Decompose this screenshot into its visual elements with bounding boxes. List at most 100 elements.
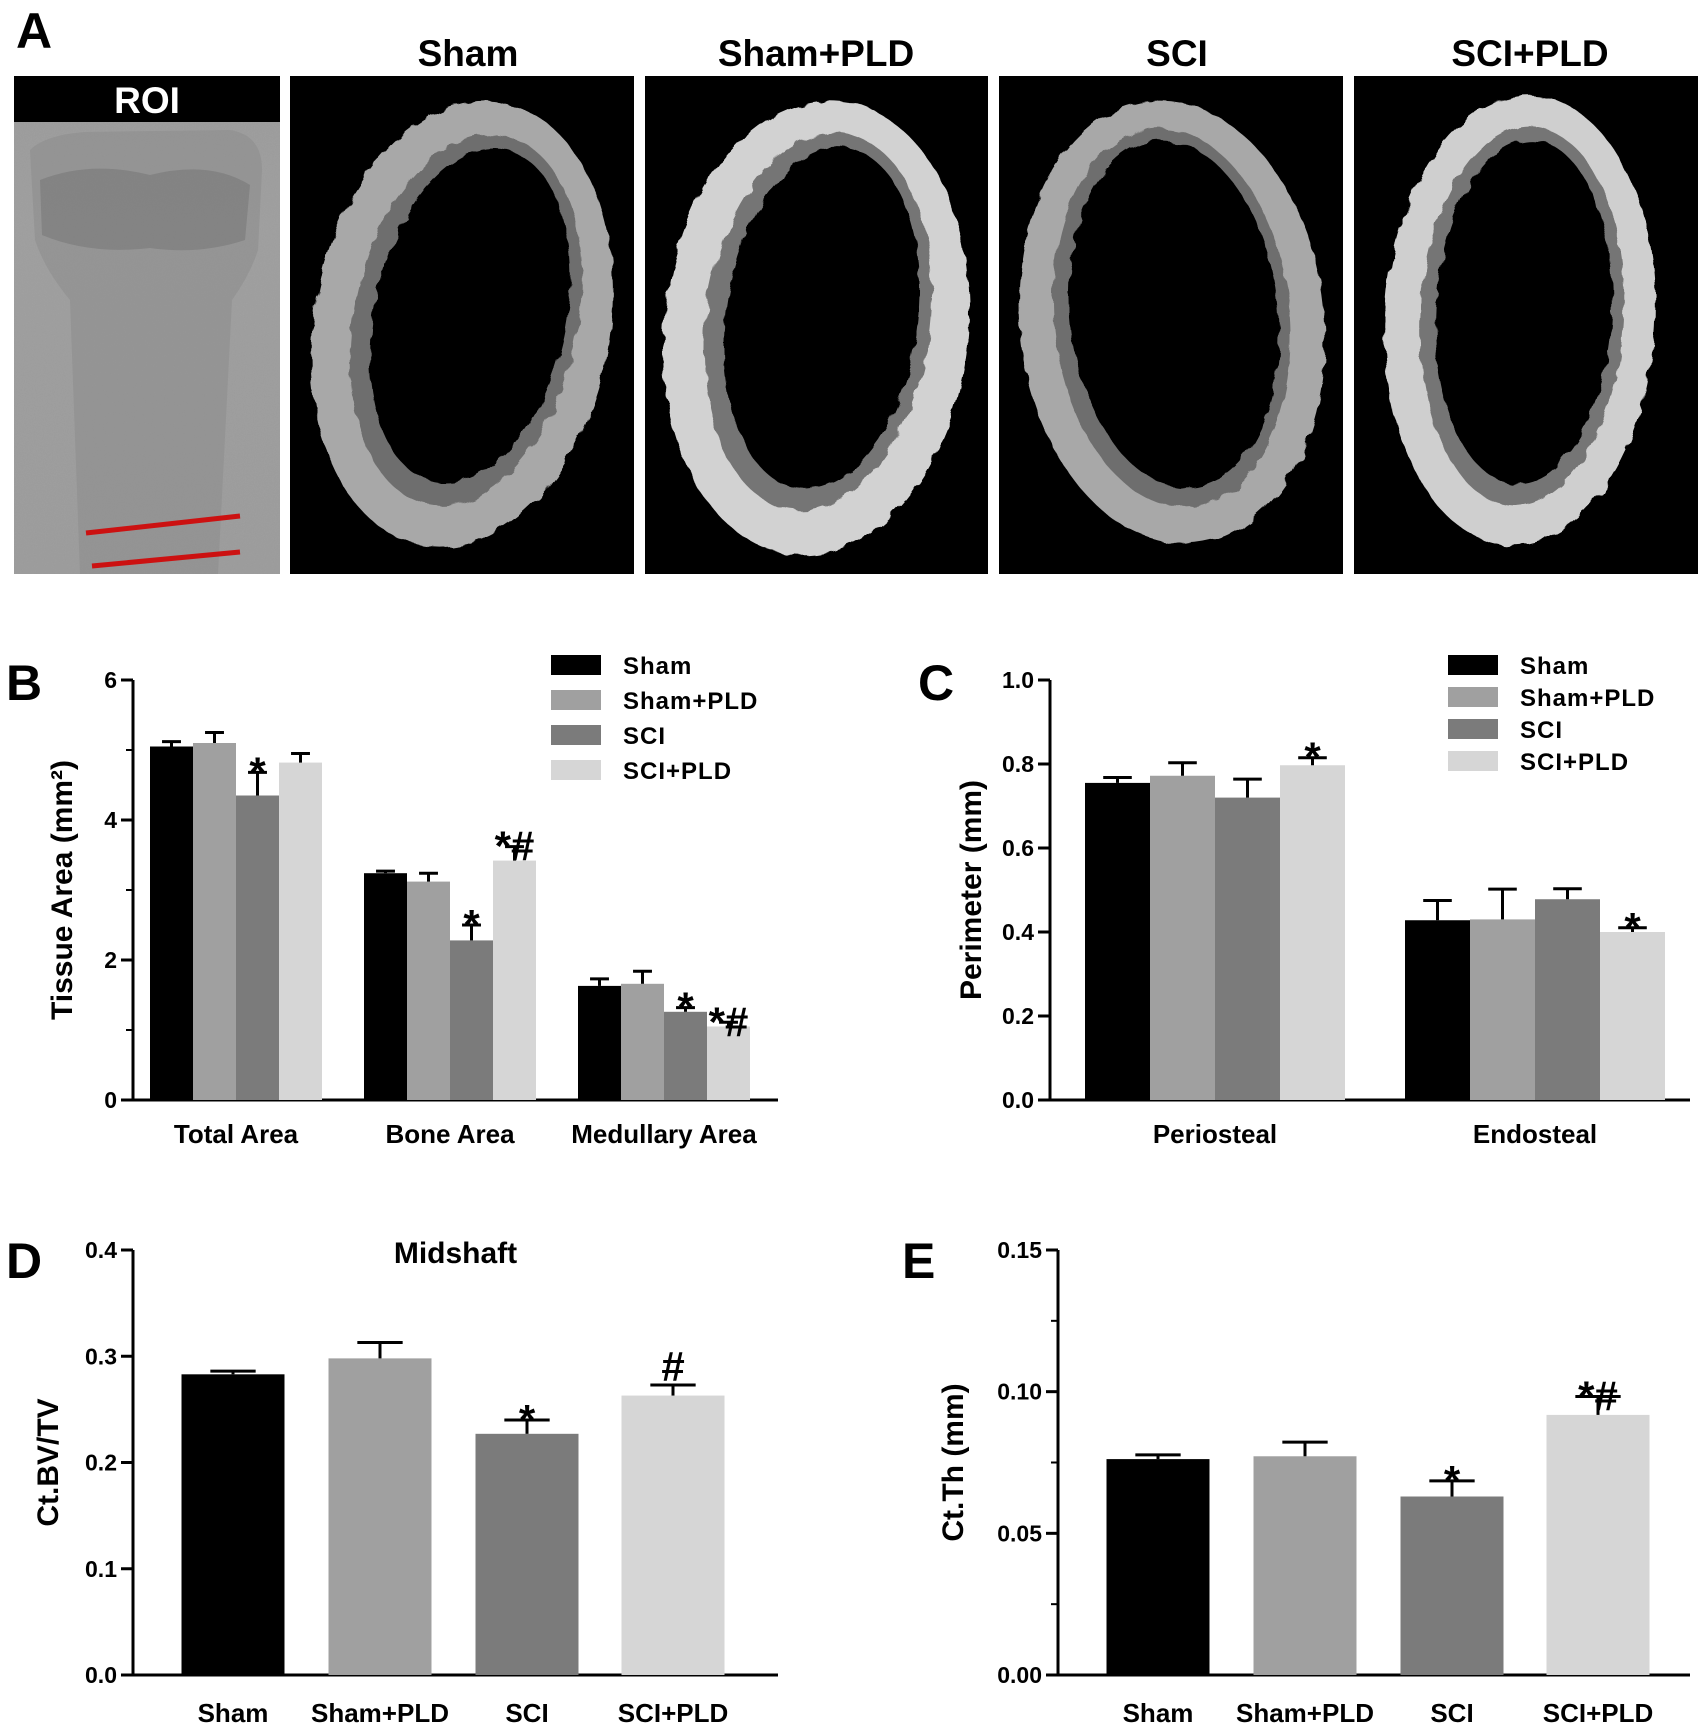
bar bbox=[1405, 920, 1470, 1100]
y-tick-label: 0.2 bbox=[85, 1450, 117, 1476]
category-label: Total Area bbox=[174, 1119, 299, 1149]
bar bbox=[493, 860, 536, 1100]
y-tick-label: 0.4 bbox=[85, 1237, 117, 1263]
y-tick-label: 0.4 bbox=[1002, 919, 1034, 945]
y-tick-label: 0.15 bbox=[997, 1237, 1042, 1263]
significance-label: *# bbox=[495, 823, 535, 870]
bar bbox=[1546, 1414, 1650, 1675]
cross-section-sham: Sham bbox=[290, 33, 634, 574]
y-tick-label: 0.6 bbox=[1002, 835, 1034, 861]
bar bbox=[328, 1358, 432, 1675]
category-label: Sham+PLD bbox=[1236, 1698, 1374, 1725]
roi-upper-line bbox=[85, 513, 241, 536]
significance-label: *# bbox=[709, 998, 749, 1045]
bar bbox=[407, 881, 450, 1100]
significance-label: * bbox=[1304, 734, 1321, 781]
legend-swatch bbox=[551, 690, 601, 710]
category-label: Sham+PLD bbox=[311, 1698, 449, 1725]
legend-swatch bbox=[1448, 687, 1498, 707]
legend-swatch bbox=[551, 725, 601, 745]
legend-swatch bbox=[551, 760, 601, 780]
significance-label: * bbox=[249, 748, 266, 795]
legend-label: SCI+PLD bbox=[1520, 749, 1629, 776]
y-tick-label: 0 bbox=[104, 1087, 117, 1113]
category-label: Bone Area bbox=[385, 1119, 515, 1149]
significance-label: * bbox=[1624, 904, 1641, 951]
category-label: SCI+PLD bbox=[1543, 1698, 1654, 1725]
y-tick-label: 0.05 bbox=[997, 1520, 1042, 1546]
bar bbox=[1470, 919, 1535, 1100]
y-axis-label: Ct.BV/TV bbox=[32, 1398, 65, 1526]
chart-title: Midshaft bbox=[394, 1237, 517, 1270]
bar bbox=[181, 1374, 285, 1675]
legend-label: SCI bbox=[623, 723, 666, 750]
significance-label: * bbox=[519, 1396, 536, 1443]
legend-label: Sham bbox=[623, 653, 692, 680]
category-label: SCI bbox=[1430, 1698, 1473, 1725]
significance-label: # bbox=[661, 1343, 684, 1390]
y-tick-label: 2 bbox=[104, 947, 117, 973]
y-tick-label: 6 bbox=[104, 667, 117, 693]
cross-section-sham-pld: Sham+PLD bbox=[645, 33, 988, 574]
y-axis-label: Perimeter (mm) bbox=[955, 780, 988, 1000]
cross-section-sci-pld: SCI+PLD bbox=[1354, 33, 1698, 574]
bar bbox=[1600, 932, 1665, 1100]
bar bbox=[1215, 797, 1280, 1100]
y-axis-label: Ct.Th (mm) bbox=[937, 1383, 970, 1541]
significance-label: * bbox=[463, 901, 480, 948]
bar bbox=[450, 940, 493, 1100]
category-label: Endosteal bbox=[1473, 1119, 1597, 1149]
bar bbox=[150, 746, 193, 1100]
legend-label: Sham+PLD bbox=[1520, 685, 1655, 712]
cross-section-sci: SCI bbox=[999, 33, 1343, 574]
roi-lower-line bbox=[91, 549, 241, 569]
chart-d: 0.0 0.1 0.2 0.3 0.4 D Ct.BV/TV Sham Sham+PLD * SCI… bbox=[6, 1233, 778, 1725]
y-tick-label: 0.8 bbox=[1002, 751, 1034, 777]
bar bbox=[475, 1433, 579, 1675]
legend-label: Sham+PLD bbox=[623, 688, 758, 715]
y-tick-label: 1.0 bbox=[1002, 667, 1034, 693]
chart-c: 0.0 0.2 0.4 0.6 0.8 1.0 C Perimeter (mm) * Perios… bbox=[918, 653, 1690, 1149]
bar bbox=[1085, 782, 1150, 1100]
panel-letter-a: A bbox=[16, 3, 52, 59]
bar bbox=[664, 1011, 707, 1100]
y-tick-label: 0.0 bbox=[85, 1662, 117, 1688]
img-title-sci: SCI bbox=[1146, 33, 1208, 74]
roi-label: ROI bbox=[114, 80, 180, 121]
panel-letter: D bbox=[6, 1233, 42, 1289]
bar bbox=[236, 795, 279, 1100]
category-label: SCI+PLD bbox=[618, 1698, 729, 1725]
category-label: Sham bbox=[198, 1698, 269, 1725]
bar bbox=[1150, 775, 1215, 1100]
legend-label: SCI bbox=[1520, 717, 1563, 744]
y-tick-label: 0.10 bbox=[997, 1379, 1042, 1405]
bar bbox=[578, 985, 621, 1100]
panel-a: A ROI Sham Sham+PLD bbox=[14, 3, 1698, 574]
chart-e: 0.00 0.05 0.10 0.15 E Ct.Th (mm) Sham Sham+PLD *… bbox=[902, 1233, 1690, 1725]
bar bbox=[1280, 765, 1345, 1100]
legend-swatch bbox=[1448, 655, 1498, 675]
bar bbox=[707, 1026, 750, 1100]
y-tick-label: 0.0 bbox=[1002, 1087, 1034, 1113]
bar bbox=[621, 983, 664, 1100]
bar bbox=[1400, 1496, 1504, 1675]
bar bbox=[1535, 899, 1600, 1100]
img-title-sham-pld: Sham+PLD bbox=[718, 33, 914, 74]
roi-image: ROI bbox=[14, 76, 280, 574]
category-label: Medullary Area bbox=[571, 1119, 757, 1149]
bar bbox=[1253, 1456, 1357, 1675]
legend-label: SCI+PLD bbox=[623, 758, 732, 785]
legend-swatch bbox=[1448, 719, 1498, 739]
y-tick-label: 0.00 bbox=[997, 1662, 1042, 1688]
bar bbox=[621, 1395, 725, 1675]
significance-label: *# bbox=[1578, 1372, 1618, 1419]
y-axis-label: Tissue Area (mm²) bbox=[46, 760, 79, 1020]
bar bbox=[364, 873, 407, 1100]
y-tick-label: 0.1 bbox=[85, 1556, 117, 1582]
category-label: Sham bbox=[1123, 1698, 1194, 1725]
significance-label: * bbox=[677, 984, 694, 1031]
panel-letter: B bbox=[6, 655, 42, 711]
panel-letter: C bbox=[918, 655, 954, 711]
significance-label: * bbox=[1444, 1457, 1461, 1504]
y-tick-label: 0.2 bbox=[1002, 1003, 1034, 1029]
